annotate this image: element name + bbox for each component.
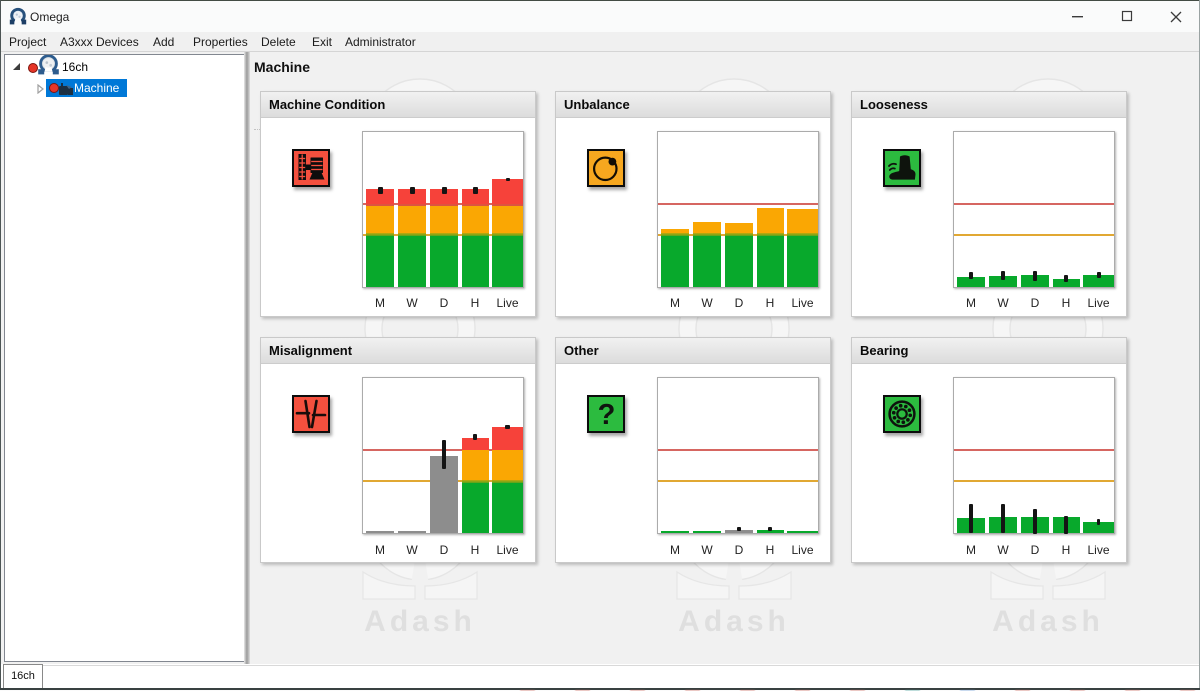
svg-text:?: ? bbox=[598, 399, 616, 431]
svg-text:Adash: Adash bbox=[364, 605, 476, 638]
svg-text:Adash: Adash bbox=[678, 605, 790, 638]
svg-text:Adash: Adash bbox=[992, 605, 1104, 638]
